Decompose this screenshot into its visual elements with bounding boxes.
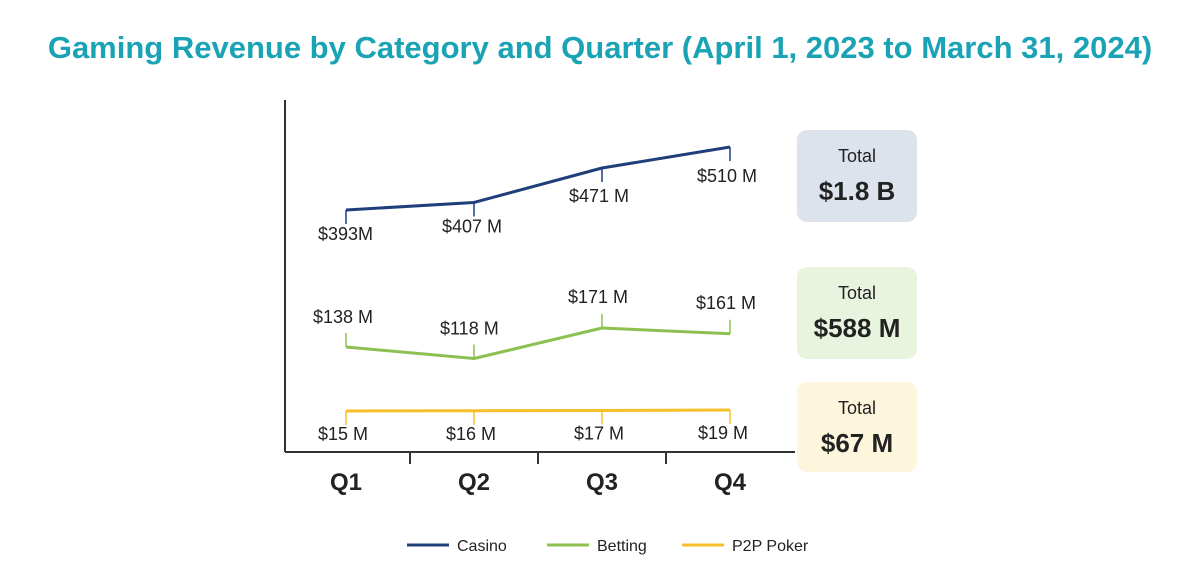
total-value: $67 M [821,428,893,458]
data-label: $19 M [698,423,748,443]
total-box-p2p-poker [797,382,917,472]
data-label: $171 M [568,287,628,307]
total-box-casino [797,130,917,222]
total-value: $1.8 B [819,176,896,206]
total-label: Total [838,398,876,418]
x-tick-label-q4: Q4 [714,469,747,496]
legend-label: Casino [457,538,507,555]
series-line-p2p-poker [345,408,731,413]
legend-label: P2P Poker [732,538,809,555]
x-tick-label-q2: Q2 [458,469,490,496]
chart-title: Gaming Revenue by Category and Quarter (… [47,30,1153,65]
series-line-casino [345,145,731,212]
data-label: $510 M [697,166,757,186]
data-label: $17 M [574,424,624,444]
total-value: $588 M [814,313,901,343]
data-label: $15 M [318,424,368,444]
total-label: Total [838,146,876,166]
data-label: $118 M [440,319,499,339]
data-label: $471 M [569,186,629,206]
total-label: Total [838,283,876,303]
data-label: $407 M [442,216,502,236]
legend-label: Betting [597,538,647,555]
x-tick-label-q3: Q3 [586,469,618,496]
data-label: $16 M [446,424,496,444]
data-label: $393M [318,224,373,244]
total-box-betting [797,267,917,359]
data-label: $161 M [696,293,756,313]
series-line-betting [345,326,731,361]
data-label: $138 M [313,307,373,327]
x-tick-label-q1: Q1 [330,469,362,496]
